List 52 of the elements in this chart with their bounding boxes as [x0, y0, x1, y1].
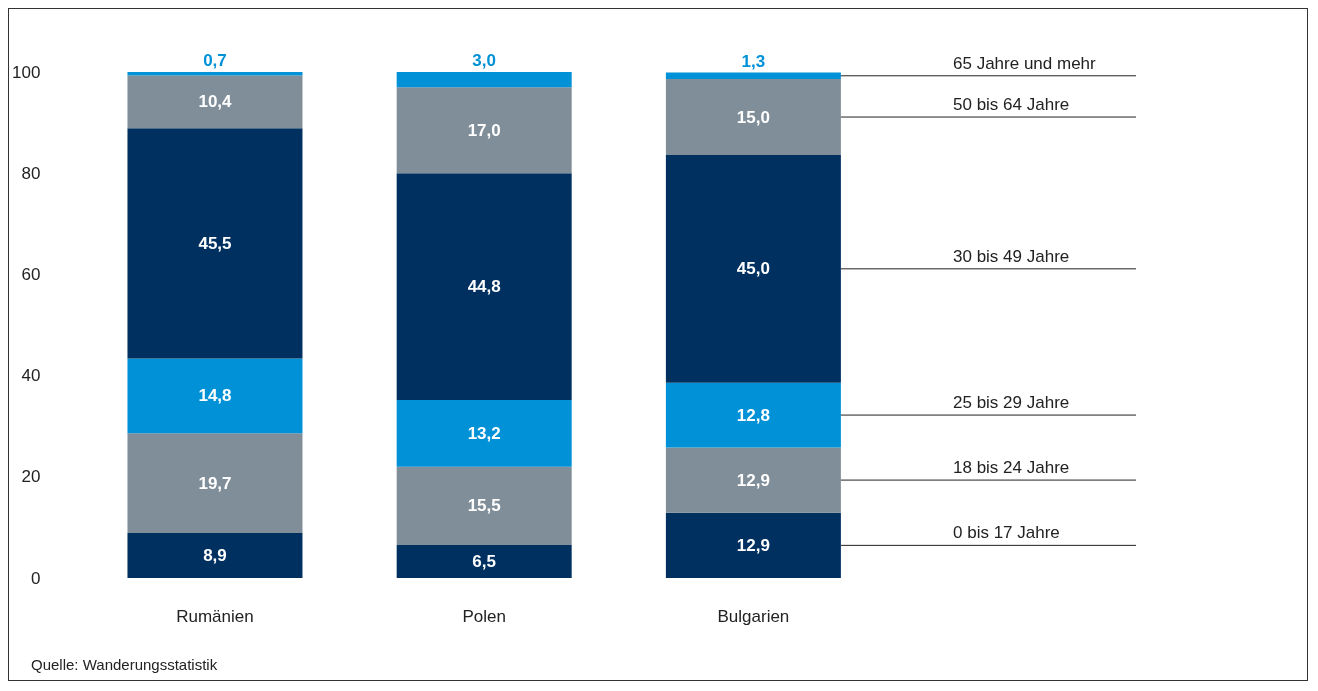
bar	[665, 512, 841, 578]
y-tick-label: 80	[21, 163, 41, 183]
x-tick-label: Rumänien	[176, 607, 254, 626]
data-label: 19,7	[198, 473, 232, 493]
y-tick-label: 0	[30, 568, 41, 588]
text: 30 bis 49 Jahre	[953, 246, 1070, 266]
bar	[396, 72, 572, 88]
bar	[665, 72, 841, 80]
bar	[396, 545, 572, 578]
y-tick-label: 20	[21, 467, 41, 487]
text: 25 bis 29 Jahre	[953, 393, 1070, 413]
bar	[396, 173, 572, 400]
bar	[665, 382, 841, 448]
data-label: 8,9	[203, 545, 227, 565]
bar	[665, 79, 841, 155]
data-label: 6,5	[472, 552, 496, 572]
bar	[665, 447, 841, 513]
text: 18 bis 24 Jahre	[953, 458, 1070, 478]
data-label: 13,2	[467, 423, 501, 443]
bar	[396, 466, 572, 546]
data-label: 12,9	[736, 535, 770, 555]
bar	[665, 154, 841, 383]
data-label: 44,8	[467, 277, 501, 297]
y-tick-label: 40	[21, 366, 41, 386]
bar	[127, 72, 303, 76]
data-label: 1,3	[741, 51, 766, 71]
data-label: 10,4	[198, 92, 233, 112]
y-tick-label: 60	[21, 264, 41, 284]
text: 65 Jahre und mehr	[953, 53, 1097, 73]
data-label: 45,0	[736, 259, 770, 279]
data-label: 12,9	[736, 470, 770, 490]
y-tick-label: 100	[11, 62, 41, 82]
bar	[127, 532, 303, 578]
data-label: 0,7	[203, 51, 227, 70]
text: 50 bis 64 Jahre	[953, 95, 1070, 115]
bar	[396, 87, 572, 174]
source-note: Quelle: Wanderungsstatistik	[31, 656, 218, 673]
x-tick-label: Bulgarien	[717, 607, 790, 626]
data-label: 15,5	[467, 496, 501, 516]
bar	[396, 399, 572, 467]
data-label: 15,0	[736, 107, 770, 127]
data-label: 12,8	[736, 405, 770, 425]
x-tick-label: Polen	[462, 607, 506, 626]
text: 0 bis 17 Jahre	[953, 523, 1060, 543]
bar	[127, 433, 303, 533]
data-label: 3,0	[472, 51, 496, 70]
data-label: 17,0	[467, 120, 501, 140]
bar	[127, 128, 303, 359]
data-label: 14,8	[198, 386, 232, 406]
bar	[127, 358, 303, 434]
data-label: 45,5	[198, 233, 232, 253]
bar	[127, 75, 303, 129]
